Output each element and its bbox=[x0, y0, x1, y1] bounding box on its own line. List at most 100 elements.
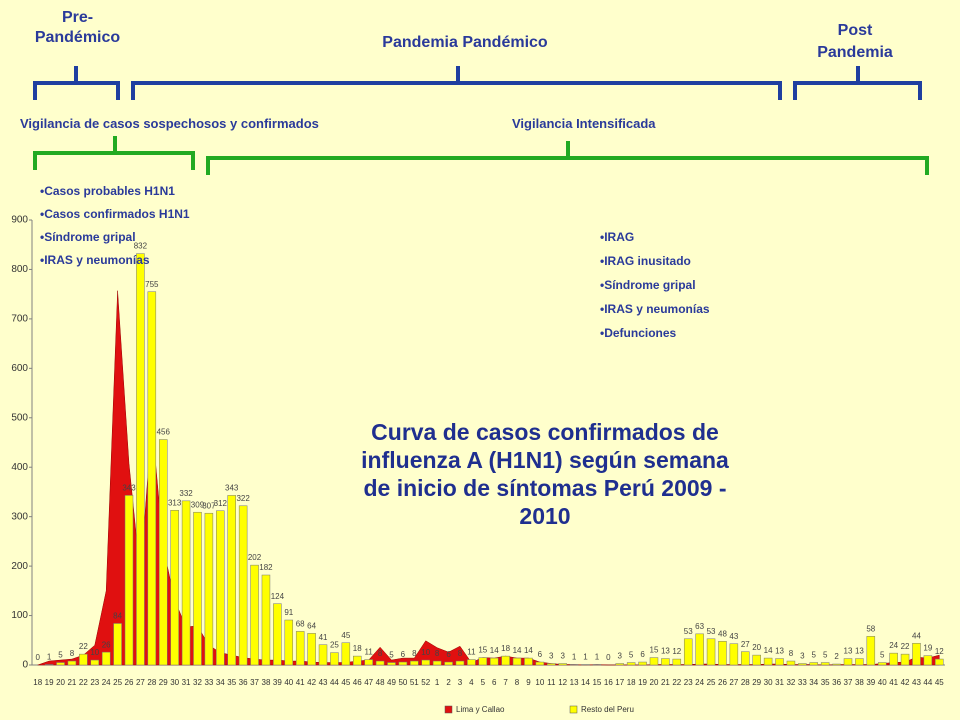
bar bbox=[136, 253, 145, 666]
bar bbox=[501, 655, 510, 666]
data-label: 25 bbox=[330, 641, 339, 650]
x-tick-label: 5 bbox=[481, 678, 486, 687]
data-label: 3 bbox=[618, 652, 623, 661]
data-label: 5 bbox=[812, 651, 817, 660]
data-label: 18 bbox=[353, 644, 362, 653]
data-label: 12 bbox=[935, 647, 944, 656]
legend-label: Resto del Peru bbox=[581, 705, 634, 714]
bar bbox=[718, 641, 727, 666]
data-label: 22 bbox=[901, 642, 910, 651]
x-tick-label: 13 bbox=[570, 678, 579, 687]
bar bbox=[489, 657, 499, 666]
x-tick-label: 9 bbox=[526, 678, 531, 687]
bar bbox=[877, 662, 887, 666]
bar bbox=[649, 657, 659, 666]
bar bbox=[341, 642, 351, 666]
data-label: 8 bbox=[458, 649, 463, 658]
x-tick-label: 20 bbox=[56, 678, 65, 687]
data-label: 3 bbox=[549, 652, 554, 661]
bar bbox=[410, 660, 419, 666]
legend-label: Lima y Callao bbox=[456, 705, 505, 714]
data-label: 45 bbox=[341, 631, 350, 640]
x-tick-label: 24 bbox=[695, 678, 704, 687]
bar bbox=[752, 654, 761, 666]
bar bbox=[706, 638, 716, 666]
x-tick-label: 17 bbox=[615, 678, 624, 687]
bar bbox=[421, 659, 430, 666]
list-item: •IRAS y neumonías bbox=[40, 253, 150, 267]
data-label: 8 bbox=[789, 649, 794, 658]
bar bbox=[250, 564, 259, 666]
data-label: 58 bbox=[866, 624, 875, 633]
data-label: 755 bbox=[145, 280, 159, 289]
bar bbox=[638, 661, 647, 666]
data-label: 6 bbox=[446, 650, 451, 659]
data-label: 53 bbox=[707, 627, 716, 636]
legend-swatch bbox=[569, 705, 578, 714]
data-label: 3 bbox=[560, 652, 565, 661]
x-tick-label: 41 bbox=[889, 678, 898, 687]
x-tick-label: 25 bbox=[113, 678, 122, 687]
data-label: 6 bbox=[538, 650, 543, 659]
data-label: 3 bbox=[800, 652, 805, 661]
x-tick-label: 40 bbox=[878, 678, 887, 687]
bar bbox=[798, 663, 807, 666]
phase: Pandemia Pandémico bbox=[382, 34, 548, 51]
x-tick-label: 43 bbox=[912, 678, 921, 687]
bar bbox=[820, 662, 830, 666]
data-label: 2 bbox=[834, 652, 839, 661]
x-tick-label: 49 bbox=[387, 678, 396, 687]
data-label: 8 bbox=[378, 649, 383, 658]
x-tick-label: 45 bbox=[935, 678, 944, 687]
x-tick-label: 18 bbox=[33, 678, 42, 687]
x-tick-label: 7 bbox=[503, 678, 508, 687]
bar bbox=[467, 659, 476, 666]
bar bbox=[227, 495, 236, 666]
bar bbox=[181, 500, 191, 666]
x-tick-label: 43 bbox=[319, 678, 328, 687]
data-label: 15 bbox=[478, 646, 487, 655]
x-tick-label: 51 bbox=[410, 678, 419, 687]
bar bbox=[672, 658, 682, 666]
bar bbox=[79, 653, 88, 666]
x-tick-label: 35 bbox=[227, 678, 236, 687]
data-label: 68 bbox=[296, 619, 305, 628]
legend-swatch bbox=[444, 705, 453, 714]
bar bbox=[615, 663, 624, 666]
bar bbox=[67, 660, 77, 666]
data-label: 12 bbox=[672, 647, 681, 656]
x-tick-label: 44 bbox=[923, 678, 932, 687]
bar bbox=[855, 658, 864, 666]
data-label: 13 bbox=[661, 647, 670, 656]
data-label: 11 bbox=[467, 648, 476, 657]
data-label: 1 bbox=[583, 653, 588, 662]
data-label: 15 bbox=[650, 646, 659, 655]
data-label: 48 bbox=[718, 629, 727, 638]
bar bbox=[318, 644, 328, 666]
y-tick-label: 200 bbox=[11, 561, 28, 572]
bar bbox=[683, 638, 693, 666]
x-tick-label: 22 bbox=[672, 678, 681, 687]
list-item: •Defunciones bbox=[600, 326, 677, 340]
y-tick-label: 500 bbox=[11, 412, 28, 423]
x-tick-label: 35 bbox=[821, 678, 830, 687]
data-label: 14 bbox=[490, 646, 499, 655]
list-item: •IRAG bbox=[600, 230, 635, 244]
x-tick-label: 6 bbox=[492, 678, 497, 687]
x-tick-label: 33 bbox=[798, 678, 807, 687]
data-label: 11 bbox=[365, 648, 374, 657]
x-tick-label: 24 bbox=[102, 678, 111, 687]
x-tick-label: 29 bbox=[752, 678, 761, 687]
data-label: 313 bbox=[168, 498, 182, 507]
x-tick-label: 50 bbox=[398, 678, 407, 687]
x-tick-label: 48 bbox=[376, 678, 385, 687]
x-tick-label: 34 bbox=[809, 678, 818, 687]
bar bbox=[147, 291, 157, 666]
data-label: 1 bbox=[47, 653, 52, 662]
data-label: 182 bbox=[259, 563, 273, 572]
x-tick-label: 15 bbox=[592, 678, 601, 687]
list-item: •IRAG inusitado bbox=[600, 254, 691, 268]
data-label: 5 bbox=[823, 651, 828, 660]
data-label: 27 bbox=[741, 640, 750, 649]
data-label: 26 bbox=[102, 640, 111, 649]
